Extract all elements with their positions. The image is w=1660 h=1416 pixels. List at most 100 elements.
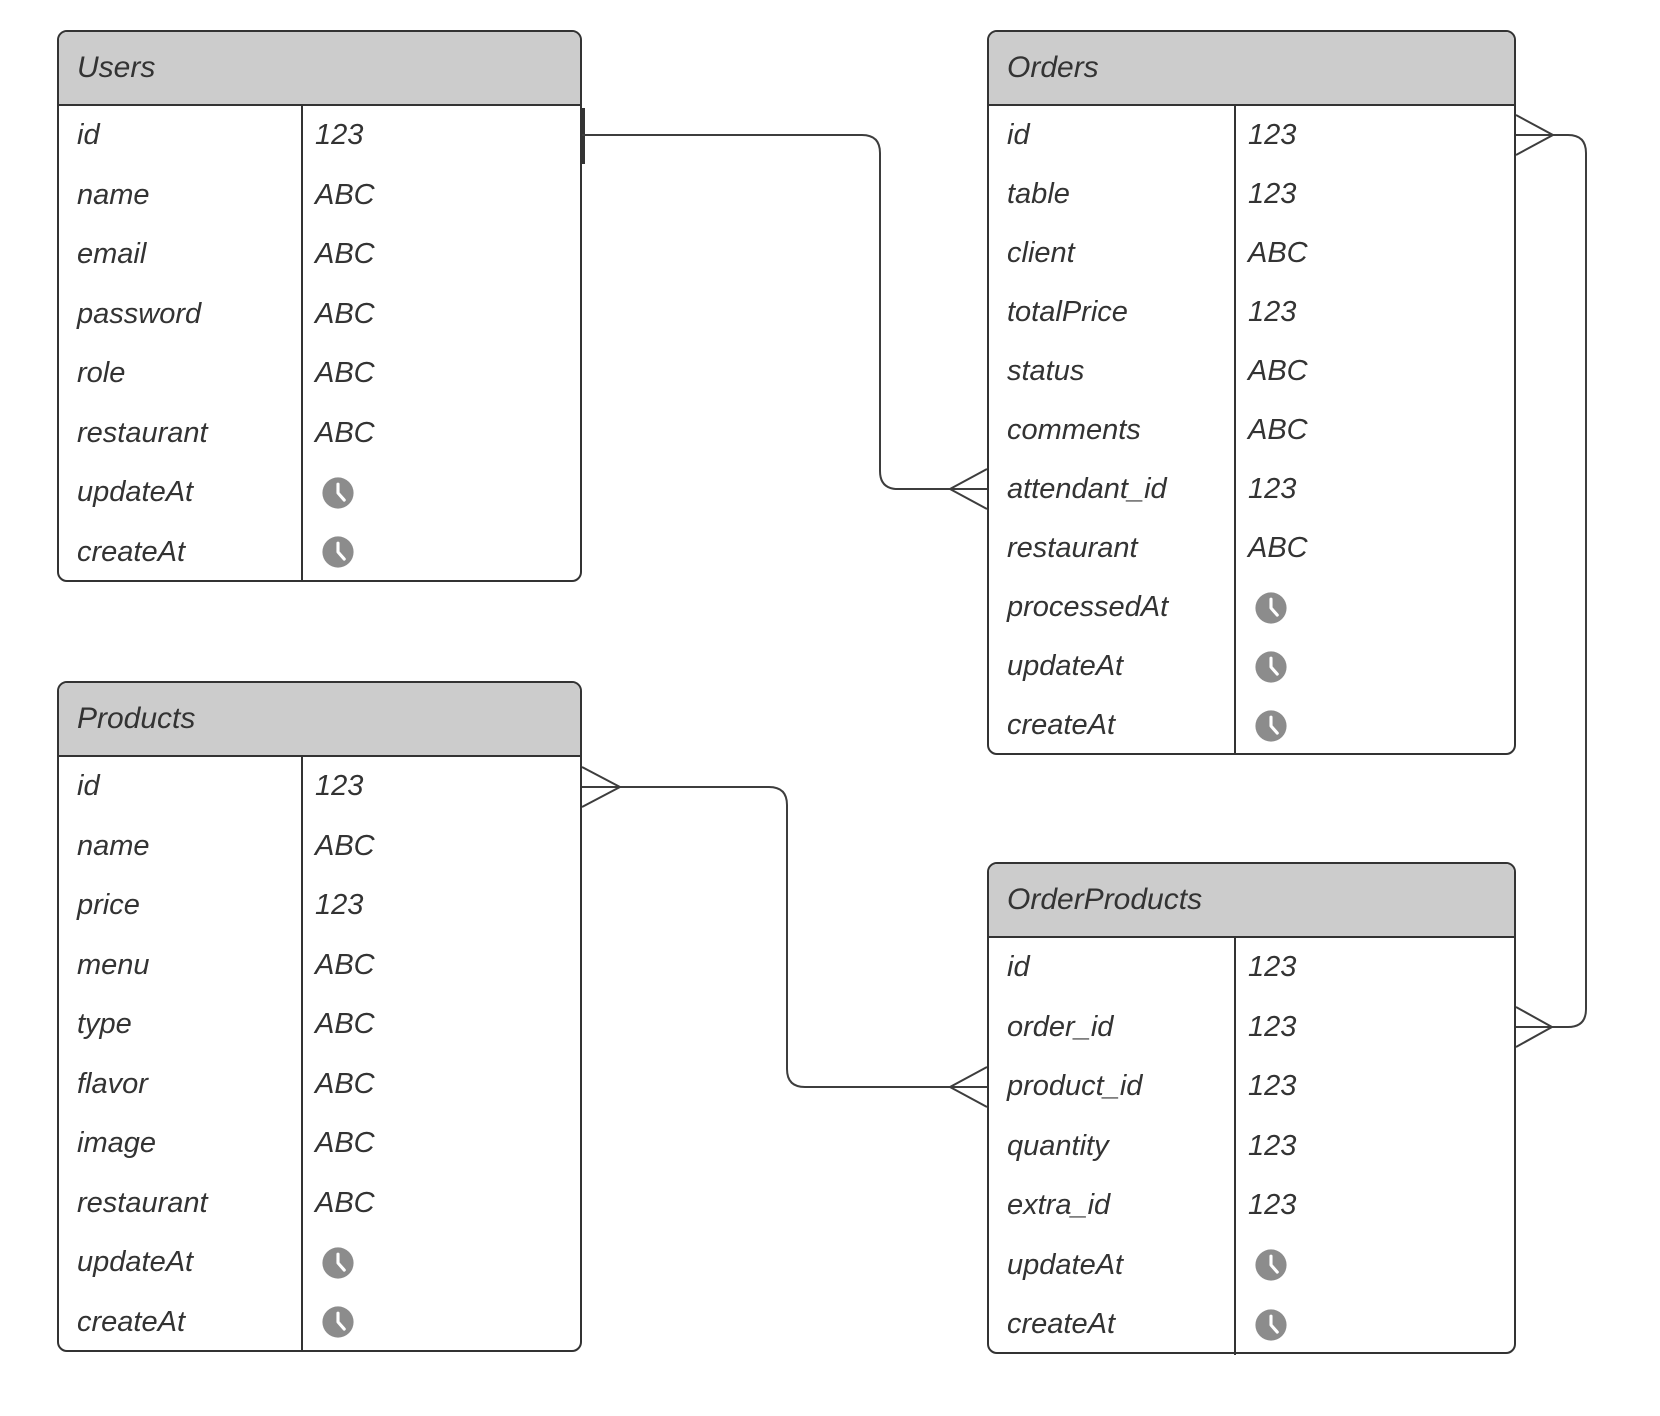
table-header[interactable]: Products <box>59 683 580 757</box>
field-label-cell: id <box>59 770 301 803</box>
field-value: ABC <box>1248 355 1308 387</box>
connector-products-orderproducts[interactable] <box>581 766 988 1108</box>
field-row[interactable]: updateAt <box>989 1236 1514 1296</box>
field-value-cell: 123 <box>301 119 580 152</box>
field-row[interactable]: menu ABC <box>59 936 580 996</box>
field-row[interactable]: createAt <box>989 696 1514 755</box>
field-row[interactable]: flavor ABC <box>59 1055 580 1115</box>
field-row[interactable]: restaurant ABC <box>59 404 580 464</box>
field-row[interactable]: type ABC <box>59 995 580 1055</box>
table-body: id 123 order_id 123 product_id 123 quantity 123… <box>989 938 1514 1355</box>
field-row[interactable]: table 123 <box>989 165 1514 224</box>
field-row[interactable]: updateAt <box>989 637 1514 696</box>
field-row[interactable]: restaurant ABC <box>59 1174 580 1234</box>
table-header[interactable]: Orders <box>989 32 1514 106</box>
field-row[interactable]: id 123 <box>989 938 1514 998</box>
field-label: updateAt <box>1007 650 1124 682</box>
field-value: 123 <box>1248 1010 1297 1043</box>
field-row[interactable]: quantity 123 <box>989 1117 1514 1177</box>
field-row[interactable]: restaurant ABC <box>989 519 1514 578</box>
field-value-cell <box>1234 1308 1514 1342</box>
field-row[interactable]: attendant_id 123 <box>989 460 1514 519</box>
field-label-cell: price <box>59 889 301 922</box>
crows-foot-many-marker <box>1515 114 1554 156</box>
field-row[interactable]: password ABC <box>59 285 580 345</box>
connector-users-orders[interactable] <box>579 108 988 510</box>
field-value-cell: ABC <box>301 179 580 212</box>
field-value: ABC <box>1248 237 1308 269</box>
table-products[interactable]: Products id 123 name ABC price 123 menu ABC type A… <box>57 681 582 1352</box>
field-row[interactable]: client ABC <box>989 224 1514 283</box>
field-label: product_id <box>1007 1070 1143 1103</box>
field-row[interactable]: processedAt <box>989 578 1514 637</box>
field-value-cell: ABC <box>301 1127 580 1160</box>
field-label-cell: updateAt <box>989 1249 1234 1282</box>
table-orders[interactable]: Orders id 123 table 123 client ABC totalPrice 12… <box>987 30 1516 755</box>
field-row[interactable]: email ABC <box>59 225 580 285</box>
field-row[interactable]: comments ABC <box>989 401 1514 460</box>
crows-foot-many-marker <box>581 766 621 808</box>
connector-orders-orderproducts[interactable] <box>1515 114 1587 1048</box>
field-row[interactable]: createAt <box>989 1295 1514 1355</box>
field-label-cell: table <box>989 178 1234 211</box>
field-label-cell: image <box>59 1127 301 1160</box>
field-row[interactable]: name ABC <box>59 166 580 226</box>
field-row[interactable]: role ABC <box>59 344 580 404</box>
clock-icon <box>322 536 354 568</box>
field-value-cell <box>1234 709 1514 743</box>
field-value-cell <box>301 535 580 569</box>
field-value: ABC <box>315 948 375 981</box>
field-row[interactable]: totalPrice 123 <box>989 283 1514 342</box>
field-value: 123 <box>315 770 364 803</box>
table-header[interactable]: Users <box>59 32 580 106</box>
table-users[interactable]: Users id 123 name ABC email ABC password ABC role… <box>57 30 582 582</box>
field-value: 123 <box>1248 1189 1297 1222</box>
field-row[interactable]: image ABC <box>59 1114 580 1174</box>
field-row[interactable]: id 123 <box>989 106 1514 165</box>
field-label: comments <box>1007 414 1141 446</box>
field-value-cell <box>1234 1248 1514 1282</box>
field-label: menu <box>77 948 150 981</box>
field-value-cell: 123 <box>301 770 580 803</box>
clock-icon <box>322 1306 354 1338</box>
field-value-cell: ABC <box>301 298 580 331</box>
field-row[interactable]: createAt <box>59 523 580 583</box>
field-label-cell: extra_id <box>989 1189 1234 1222</box>
field-row[interactable]: product_id 123 <box>989 1057 1514 1117</box>
field-value: 123 <box>1248 178 1297 210</box>
field-row[interactable]: id 123 <box>59 106 580 166</box>
field-label-cell: createAt <box>59 536 301 569</box>
field-label: role <box>77 357 126 390</box>
field-value-cell: ABC <box>1234 414 1514 447</box>
clock-icon <box>322 1247 354 1279</box>
clock-icon <box>322 477 354 509</box>
field-row[interactable]: status ABC <box>989 342 1514 401</box>
field-row[interactable]: extra_id 123 <box>989 1176 1514 1236</box>
field-value-cell: 123 <box>1234 296 1514 329</box>
table-title: Users <box>77 51 156 84</box>
field-row[interactable]: createAt <box>59 1293 580 1353</box>
field-row[interactable]: price 123 <box>59 876 580 936</box>
field-label-cell: attendant_id <box>989 473 1234 506</box>
field-value-cell <box>301 1246 580 1280</box>
column-divider <box>1234 938 1236 1355</box>
table-orderproducts[interactable]: OrderProducts id 123 order_id 123 product_id 1… <box>987 862 1516 1355</box>
field-label: updateAt <box>77 476 194 509</box>
field-value: ABC <box>315 297 375 330</box>
field-row[interactable]: order_id 123 <box>989 998 1514 1058</box>
field-label: id <box>77 119 100 152</box>
field-value: ABC <box>315 1067 375 1100</box>
table-header[interactable]: OrderProducts <box>989 864 1514 938</box>
field-label: status <box>1007 355 1085 387</box>
field-value-cell: 123 <box>1234 1189 1514 1222</box>
field-row[interactable]: updateAt <box>59 1233 580 1293</box>
field-label-cell: restaurant <box>59 1187 301 1220</box>
clock-icon <box>1255 591 1287 624</box>
field-label-cell: id <box>59 119 301 152</box>
field-value: 123 <box>1248 951 1297 984</box>
field-value-cell: 123 <box>1234 119 1514 152</box>
field-row[interactable]: name ABC <box>59 817 580 877</box>
field-row[interactable]: id 123 <box>59 757 580 817</box>
field-row[interactable]: updateAt <box>59 463 580 523</box>
field-value-cell <box>1234 591 1514 625</box>
